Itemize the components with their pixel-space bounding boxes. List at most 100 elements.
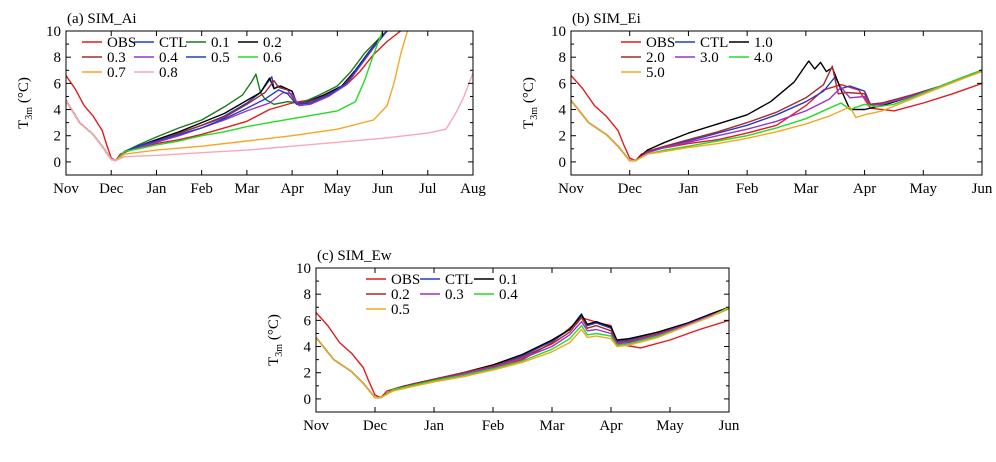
legend-label: 0.1 [211,35,230,51]
series-line-0.1 [316,306,729,399]
x-tick-label: Aug [460,181,486,197]
x-tick-label: Mar [540,418,565,434]
y-tick-label: 8 [304,287,312,303]
x-tick-label: Jun [372,181,393,197]
y-tick-label: 10 [296,261,311,277]
chart-panel-1: 0 2 4 6 8 10 Nov Dec Jan Feb Mar Apr May Jun Jul Aug (a)… [16,11,486,197]
y-tick-label: 10 [551,24,566,40]
x-tick-label: Nov [558,181,584,197]
legend-label: 0.1 [499,272,518,288]
legend-item: CTL [134,35,187,51]
x-tick-label: Mar [793,181,818,197]
series-line-0.2 [316,307,729,399]
y-tick-label: 2 [304,366,312,382]
series-line-OBS [571,75,982,162]
legend-label: 3.0 [700,50,719,66]
plot-frame [315,267,730,413]
y-axis-label: T3m (°C) [16,77,35,129]
x-tick-label: Jan [146,181,166,197]
series-line-0.3 [316,307,729,399]
x-tick-label: Nov [303,418,329,434]
legend-label: 0.4 [159,50,178,66]
x-tick-label: Nov [53,181,79,197]
x-tick-label: Apr [599,418,622,434]
y-axis-label-unit: (°C) [521,77,537,107]
legend-item: 0.3 [82,50,126,66]
legend-label: 0.5 [211,50,230,66]
y-axis-label-sub: 3m [529,107,540,120]
legend-item: OBS [82,35,136,51]
legend-label: OBS [107,35,136,51]
y-tick-label: 4 [304,340,312,356]
chart-title: (c) SIM_Ew [317,248,392,264]
legend-item: 0.7 [82,65,126,81]
y-axis-label-main: T [521,120,537,129]
x-tick-label: Dec [618,181,642,197]
y-tick-label: 0 [54,155,62,171]
series-line-0.8 [66,72,473,162]
legend-label: CTL [159,35,187,51]
x-tick-label: Mar [234,181,259,197]
series-line-CTL [316,306,729,399]
chart-panel-2: 0 2 4 6 8 10 Nov Dec Jan Feb Mar Apr May Jun (b) SIM_E… [521,11,993,197]
chart-panel-3: 0 2 4 6 8 10 Nov Dec Jan Feb Mar Apr May Jun (c) SIM_E… [266,248,740,434]
y-axis-label: T3m (°C) [266,314,285,366]
series-line-0.4 [316,307,729,399]
series-line-1.0 [571,60,982,162]
chart-title: (a) SIM_Ai [67,11,137,27]
y-tick-label: 10 [46,24,61,40]
y-axis-label-main: T [266,357,282,366]
legend-label: CTL [700,35,728,51]
x-tick-label: Dec [99,181,123,197]
legend-label: 1.0 [754,35,773,51]
y-tick-label: 4 [559,103,567,119]
legend-label: 2.0 [646,50,665,66]
legend-label: 5.0 [646,65,665,81]
legend-item: 4.0 [729,50,773,66]
y-tick-label: 6 [559,76,567,92]
y-tick-label: 2 [54,129,62,145]
y-axis-label-unit: (°C) [16,77,32,107]
legend-item: 0.5 [366,302,410,318]
plot-frame [65,30,474,176]
legend-item: 0.6 [238,50,282,66]
legend-item: 0.1 [186,35,230,51]
x-tick-label: May [656,418,684,434]
series-line-CTL [571,69,982,162]
legend-item: 0.2 [238,35,282,51]
legend-item: 0.3 [420,287,464,303]
x-tick-label: Feb [736,181,759,197]
legend-item: 1.0 [729,35,773,51]
x-tick-label: Dec [363,418,387,434]
x-tick-label: Jan [424,418,444,434]
y-axis-label: T3m (°C) [521,77,540,129]
legend-label: 0.3 [107,50,126,66]
legend-label: 4.0 [754,50,773,66]
legend-item: 0.5 [186,50,230,66]
y-tick-label: 6 [304,313,312,329]
legend-item: 0.4 [474,287,518,303]
x-tick-label: Apr [280,181,303,197]
legend-label: 0.2 [263,35,282,51]
y-tick-label: 0 [559,155,567,171]
series-line-5.0 [571,70,982,162]
y-tick-label: 6 [54,76,62,92]
y-axis-label-sub: 3m [24,107,35,120]
legend-item: 0.4 [134,50,178,66]
legend-item: OBS [366,272,420,288]
x-tick-label: Jan [678,181,698,197]
x-tick-label: Jun [719,418,740,434]
legend-label: 0.3 [445,287,464,303]
x-tick-label: Jun [972,181,993,197]
x-tick-label: Feb [190,181,213,197]
legend-label: 0.6 [263,50,282,66]
series-line-2.0 [571,65,982,162]
x-tick-label: Feb [482,418,505,434]
legend-item: OBS [621,35,675,51]
legend-item: CTL [420,272,473,288]
y-axis-label-unit: (°C) [266,314,282,344]
legend-item: 3.0 [675,50,719,66]
legend-label: 0.8 [159,65,178,81]
x-tick-label: Apr [853,181,876,197]
